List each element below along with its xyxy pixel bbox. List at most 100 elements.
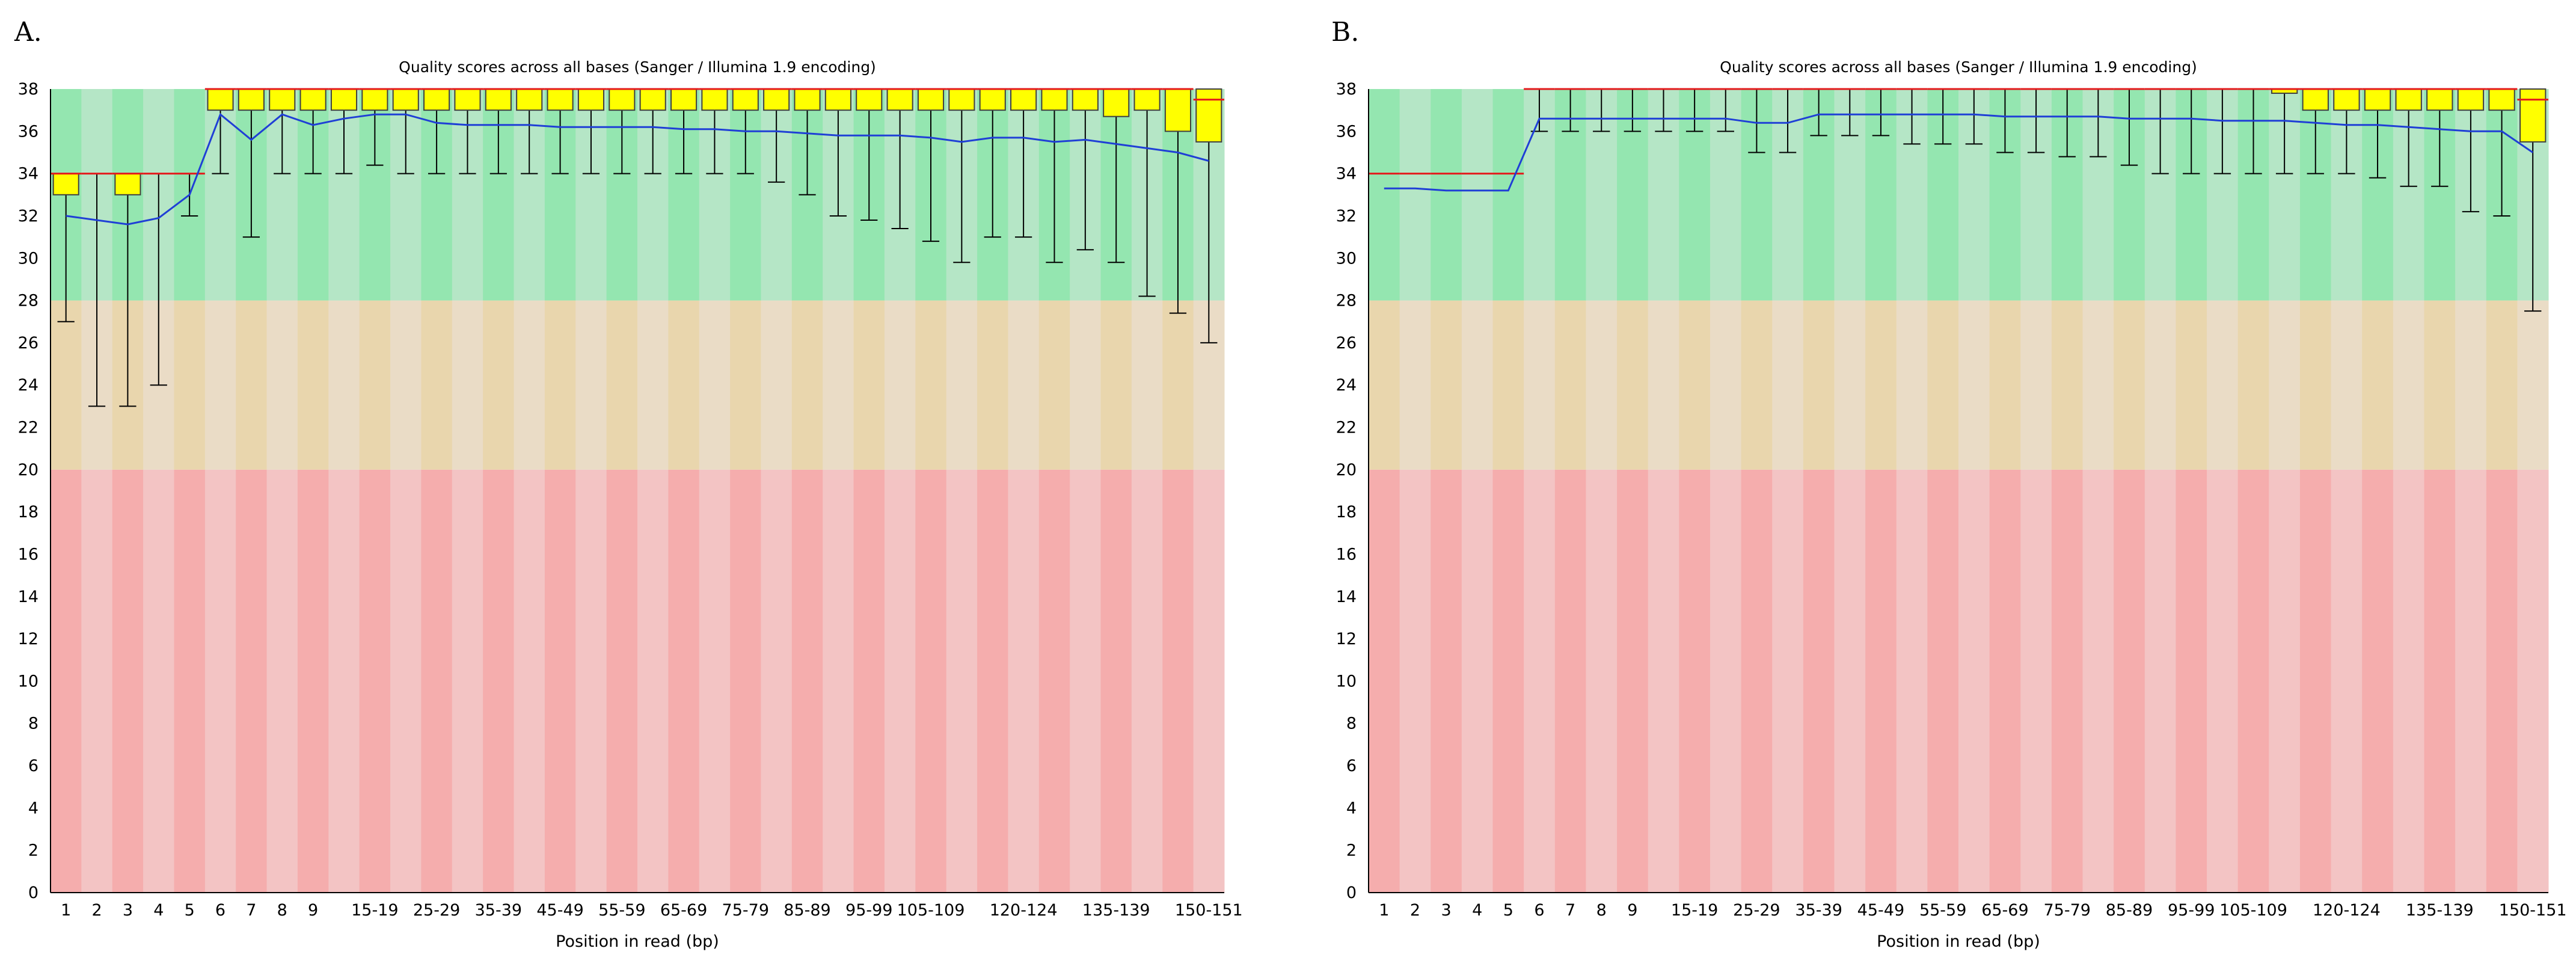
band-bad bbox=[266, 469, 298, 893]
band-bad bbox=[236, 469, 268, 893]
band-bad bbox=[2517, 469, 2549, 893]
band-mid bbox=[884, 300, 916, 470]
quartile-box bbox=[114, 173, 141, 195]
band-bad bbox=[1989, 469, 2021, 893]
band-bad bbox=[2393, 469, 2424, 893]
band-bad bbox=[1803, 469, 1835, 893]
x-tick-label: 85-89 bbox=[2106, 901, 2153, 920]
panel-label: A. bbox=[14, 17, 42, 48]
x-tick-label: 25-29 bbox=[413, 901, 460, 920]
y-tick-label: 4 bbox=[28, 799, 38, 817]
band-mid bbox=[915, 300, 947, 470]
band-bad bbox=[977, 469, 1008, 893]
band-bad bbox=[81, 469, 113, 893]
boxplot-15-19 bbox=[1679, 88, 1710, 132]
boxplot-65-69 bbox=[1989, 88, 2021, 153]
band-bad bbox=[1162, 469, 1194, 893]
band-bad bbox=[1492, 469, 1524, 893]
boxplot-135-139 bbox=[2424, 88, 2456, 187]
quartile-box bbox=[238, 88, 265, 111]
band-mid bbox=[2020, 300, 2052, 470]
x-tick-label: 120-124 bbox=[2313, 901, 2381, 920]
band-mid bbox=[174, 300, 206, 470]
y-tick-label: 24 bbox=[1336, 376, 1357, 395]
quartile-box bbox=[423, 88, 450, 111]
band-bad bbox=[1431, 469, 1462, 893]
quartile-box bbox=[2395, 88, 2422, 111]
quartile-box bbox=[2333, 88, 2360, 111]
x-tick-label: 120-124 bbox=[990, 901, 1058, 920]
quartile-box bbox=[1010, 88, 1037, 111]
band-mid bbox=[2517, 300, 2549, 470]
boxplot-30-34 bbox=[452, 88, 483, 174]
quartile-box bbox=[2426, 88, 2453, 111]
boxplot-75-79 bbox=[730, 88, 761, 174]
boxplot-125-129 bbox=[2362, 88, 2393, 179]
band-bad bbox=[544, 469, 576, 893]
x-tick-label: 4 bbox=[1472, 901, 1482, 920]
band-mid bbox=[514, 300, 545, 470]
band-mid bbox=[1431, 300, 1462, 470]
x-tick-label: 1 bbox=[1379, 901, 1389, 920]
band-mid bbox=[1648, 300, 1679, 470]
y-tick-label: 26 bbox=[18, 334, 38, 352]
band-bad bbox=[1865, 469, 1897, 893]
boxplot-10-14 bbox=[328, 88, 360, 174]
band-bad bbox=[1586, 469, 1618, 893]
boxplot-25-29 bbox=[1741, 88, 1773, 153]
x-tick-label: 6 bbox=[215, 901, 225, 920]
x-tick-label: 8 bbox=[277, 901, 287, 920]
band-bad bbox=[2051, 469, 2084, 893]
quartile-box bbox=[577, 88, 605, 111]
boxplot-40-44 bbox=[514, 88, 545, 174]
boxplot-150-151 bbox=[1193, 88, 1224, 343]
quartile-box bbox=[454, 88, 481, 111]
band-good bbox=[1431, 89, 1462, 301]
y-tick-label: 30 bbox=[1336, 249, 1357, 268]
boxplot-85-89 bbox=[2114, 88, 2145, 166]
x-tick-label: 75-79 bbox=[2043, 901, 2090, 920]
boxplot-120-124 bbox=[1008, 88, 1039, 238]
quartile-box bbox=[52, 173, 79, 195]
band-mid bbox=[1834, 300, 1866, 470]
band-bad bbox=[112, 469, 144, 893]
band-mid bbox=[730, 300, 761, 470]
quartile-box bbox=[1041, 88, 1068, 111]
band-mid bbox=[1586, 300, 1618, 470]
band-mid bbox=[204, 300, 236, 470]
y-tick-label: 2 bbox=[28, 841, 38, 860]
band-bad bbox=[884, 469, 916, 893]
boxplot-90-94 bbox=[823, 88, 854, 217]
band-mid bbox=[1865, 300, 1897, 470]
boxplot-110-114 bbox=[946, 88, 978, 263]
band-bad bbox=[823, 469, 854, 893]
band-bad bbox=[1399, 469, 1431, 893]
band-mid bbox=[1958, 300, 1990, 470]
band-mid bbox=[2299, 300, 2332, 470]
band-mid bbox=[544, 300, 576, 470]
band-good bbox=[1369, 89, 1400, 301]
band-mid bbox=[1896, 300, 1928, 470]
boxplot-105-109 bbox=[2237, 88, 2269, 174]
y-tick-label: 8 bbox=[1346, 715, 1357, 733]
y-tick-label: 34 bbox=[18, 165, 38, 183]
band-bad bbox=[1772, 469, 1804, 893]
boxplot-7 bbox=[236, 88, 267, 238]
y-tick-label: 0 bbox=[28, 884, 38, 902]
boxplot-120-124 bbox=[2331, 88, 2363, 174]
boxplot-55-59 bbox=[1927, 88, 1958, 145]
band-mid bbox=[2362, 300, 2394, 470]
band-bad bbox=[2176, 469, 2207, 893]
quartile-box bbox=[330, 88, 358, 111]
band-mid bbox=[977, 300, 1008, 470]
x-tick-label: 35-39 bbox=[1795, 901, 1842, 920]
band-mid bbox=[328, 300, 360, 470]
quartile-box bbox=[207, 88, 234, 111]
band-mid bbox=[51, 300, 82, 470]
band-bad bbox=[1524, 469, 1556, 893]
band-mid bbox=[1679, 300, 1711, 470]
band-bad bbox=[1617, 469, 1649, 893]
boxplot-45-49 bbox=[544, 88, 576, 174]
band-mid bbox=[2424, 300, 2456, 470]
y-tick-label: 38 bbox=[1336, 80, 1357, 99]
